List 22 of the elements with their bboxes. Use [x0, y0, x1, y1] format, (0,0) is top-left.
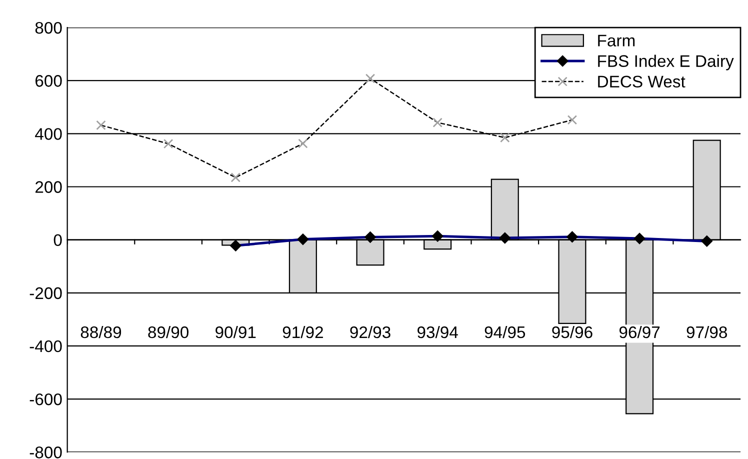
x-tick-label: 93/94	[418, 326, 458, 338]
x-tick-label: 97/98	[686, 326, 727, 338]
x-tick-label: 96/97	[619, 326, 660, 338]
y-tick-label: -400	[30, 340, 62, 352]
y-tick-label: 0	[54, 234, 62, 246]
y-tick-label: 200	[35, 181, 62, 193]
x-tick-label: 91/92	[282, 326, 323, 338]
y-tick-label: 400	[35, 128, 62, 140]
y-tick-label: 600	[36, 75, 62, 87]
x-tick-label: 90/91	[216, 326, 256, 338]
legend-label: Farm	[598, 34, 635, 46]
y-tick-label: -800	[30, 446, 62, 458]
x-tick-label: 89/90	[148, 326, 189, 338]
legend-label: FBS Index E Dairy	[598, 54, 734, 70]
x-tick-label: 88/89	[80, 326, 122, 338]
x-tick-label: 95/96	[552, 326, 592, 338]
y-tick-label: 800	[35, 22, 62, 34]
legend-label: DECS West	[598, 76, 686, 88]
y-tick-label: -600	[30, 393, 62, 406]
x-tick-label: 92/93	[350, 326, 390, 338]
x-tick-label: 94/95	[484, 326, 526, 338]
y-tick-label: -200	[30, 287, 62, 300]
